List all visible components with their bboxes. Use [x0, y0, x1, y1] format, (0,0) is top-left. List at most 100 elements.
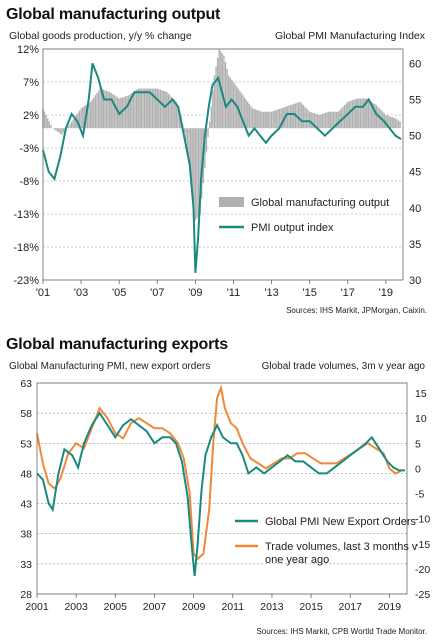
- chart1-bar: [99, 88, 101, 129]
- chart1-bar: [151, 88, 154, 129]
- chart1-bar: [110, 93, 112, 129]
- chart1-bar: [185, 128, 187, 142]
- chart2-pmi-line: [36, 411, 405, 576]
- chart1-bar: [240, 93, 243, 129]
- chart1-right-ticks: 60 55 50 45 40 35 30: [409, 58, 421, 287]
- chart1-bar: [155, 88, 157, 129]
- chart1-bar: [140, 88, 143, 129]
- chart1-bar: [324, 112, 327, 129]
- chart1-bar: [47, 118, 49, 129]
- chart2-right-tick-label: 10: [415, 413, 427, 425]
- chart1-x-tick-label: '11: [227, 287, 241, 299]
- chart1-bar: [362, 98, 365, 129]
- chart1-bar: [375, 105, 378, 129]
- chart1-bar: [250, 106, 252, 129]
- chart1-bar: [153, 88, 155, 129]
- chart1-bar: [194, 128, 197, 221]
- chart1-left-tick-label: -3%: [19, 143, 39, 155]
- chart1-bar: [274, 110, 276, 129]
- chart2-right-tick-label: -25: [415, 589, 430, 601]
- chart1-bar: [266, 111, 268, 129]
- chart2-trade-line: [36, 384, 402, 561]
- chart1-bar: [197, 128, 200, 217]
- chart1-bar: [329, 111, 331, 129]
- chart1-bar: [142, 88, 144, 129]
- chart2-right-ticks: 15 10 5 0 -5 -10 -15 -20 -25: [415, 388, 430, 601]
- chart1-bar: [59, 128, 62, 134]
- chart1-bar: [243, 97, 246, 129]
- chart1-bar: [316, 114, 319, 129]
- chart2-gridlines: [37, 382, 407, 595]
- chart1-bar: [191, 128, 193, 190]
- chart1-bar: [132, 91, 135, 129]
- chart1-bar: [351, 100, 354, 129]
- chart1-bar: [67, 126, 70, 129]
- chart1-bar: [278, 108, 281, 129]
- chart1-left-tick-label: 12%: [17, 44, 39, 56]
- chart1-bar: [139, 88, 141, 129]
- chart1-right-tick-label: 30: [409, 275, 421, 287]
- chart1-bar: [291, 104, 293, 129]
- chart1-bar: [128, 95, 130, 129]
- chart1-bar: [270, 111, 273, 129]
- chart2-right-tick-label: -20: [415, 564, 430, 576]
- chart1-legend-bar-swatch: [219, 197, 244, 207]
- chart1-left-axis-label: Global goods production, y/y % change: [9, 30, 192, 42]
- chart1-bar: [161, 90, 163, 129]
- chart1-bar: [335, 111, 338, 129]
- chart1-bar: [258, 110, 260, 129]
- chart1-bar: [167, 93, 170, 129]
- chart1-left-tick-label: -8%: [19, 176, 39, 188]
- chart1-bar: [377, 106, 379, 129]
- chart1-bar: [359, 98, 362, 129]
- chart1-bar: [312, 112, 314, 129]
- chart1-bar: [188, 128, 190, 164]
- chart1-bar: [361, 98, 363, 129]
- chart1-bar: [108, 91, 111, 129]
- chart1-bar: [62, 128, 65, 133]
- chart1-bar: [199, 128, 201, 214]
- chart1-frame: [42, 48, 404, 281]
- chart1-bar: [391, 117, 393, 129]
- chart1-bar: [150, 88, 152, 129]
- chart1-bar: [245, 99, 247, 129]
- chart1-bar: [143, 88, 146, 129]
- chart1-right-tick-label: 40: [409, 203, 421, 215]
- chart1-bar: [302, 105, 304, 129]
- chart1-bar: [70, 121, 73, 129]
- chart1-bar: [355, 99, 357, 129]
- chart1-bar: [328, 111, 330, 129]
- chart1-left-tick-label: -18%: [13, 242, 39, 254]
- chart1-bar: [169, 95, 171, 129]
- chart1-bar: [393, 117, 395, 129]
- chart1-bar: [72, 119, 74, 129]
- chart1-bar: [234, 84, 236, 129]
- chart1-right-axis-label: Global PMI Manufacturing Index: [275, 30, 425, 42]
- chart1-bar: [323, 113, 325, 129]
- chart2-legend-pmi-label: Global PMI New Export Orders: [265, 516, 416, 528]
- chart1-bar: [299, 101, 301, 129]
- chart1-bar: [289, 105, 292, 129]
- chart1-bar: [69, 123, 71, 129]
- chart1-bar: [216, 57, 219, 129]
- chart2-x-tick-label: 2001: [25, 601, 49, 613]
- chart1-bar: [305, 108, 308, 129]
- chart1-bar: [50, 124, 52, 129]
- chart1-bar: [277, 109, 279, 129]
- chart1-bar: [134, 90, 136, 129]
- chart1-bar: [280, 108, 282, 129]
- chart2-x-tick-label: 2015: [299, 601, 323, 613]
- chart1-bar: [255, 109, 257, 129]
- chart2-right-tick-label: 15: [415, 388, 427, 400]
- chart1-bar: [332, 111, 335, 129]
- chart1-bar: [177, 106, 179, 129]
- chart2-right-tick-label: 5: [415, 438, 421, 450]
- chart1-bar: [215, 66, 217, 129]
- chart1-bar: [262, 111, 265, 129]
- chart1-bar: [193, 128, 195, 206]
- chart1-bar: [331, 111, 333, 129]
- chart1-bar: [337, 111, 339, 129]
- chart2-legend-trade-label: Trade volumes, last 3 months v one year a…: [265, 541, 418, 566]
- chart1-pmi-line: [42, 63, 402, 273]
- chart1-bar: [251, 108, 254, 129]
